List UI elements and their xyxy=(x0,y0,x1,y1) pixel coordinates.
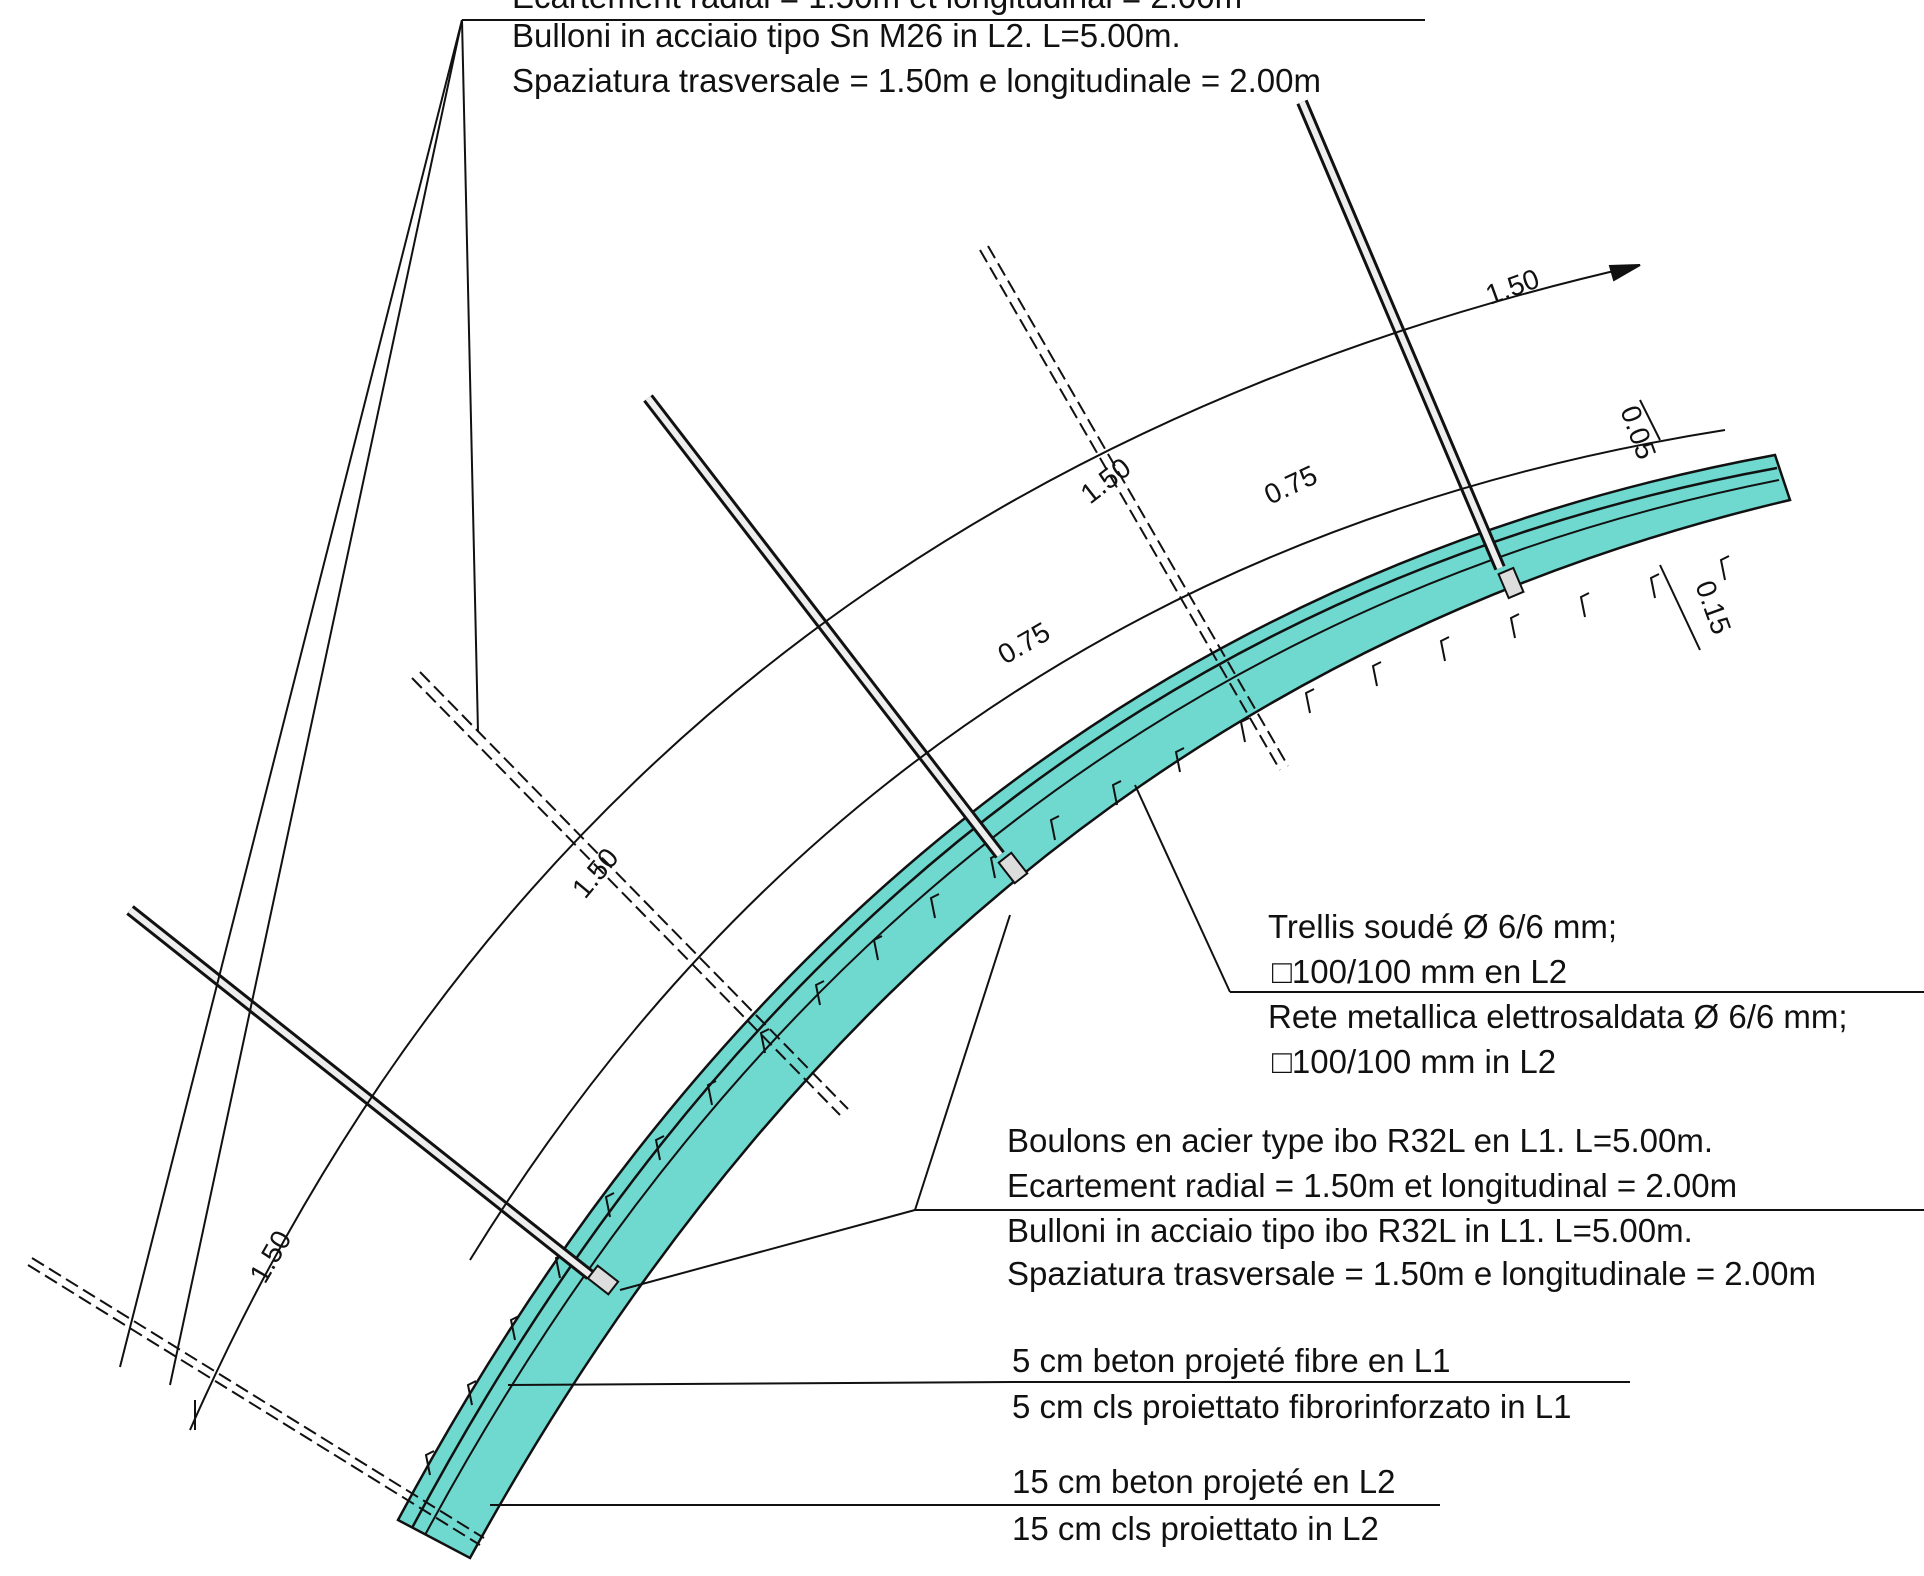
bolt-l2-1 xyxy=(27,1257,485,1546)
note-top-line3: Spaziatura trasversale = 1.50m e longitu… xyxy=(512,62,1321,99)
note-boulons-it-2: Spaziatura trasversale = 1.50m e longitu… xyxy=(1007,1255,1816,1292)
dim-150-mid: 1.50 xyxy=(1075,452,1137,510)
bolt-l2-3 xyxy=(979,245,1289,771)
dim-150-lower: 1.50 xyxy=(243,1225,297,1288)
arc-outer xyxy=(189,264,1641,1431)
note-top-cut: Ecartement radial = 1.50m et longitudina… xyxy=(512,0,1242,15)
lining-interface-line xyxy=(410,466,1778,1529)
bolt-l2-2 xyxy=(411,671,849,1116)
l1-bolts xyxy=(126,99,1525,1296)
dim-015: 0.15 xyxy=(1689,576,1737,638)
bolt-l1-3 xyxy=(1296,99,1525,600)
note-l1-it: 5 cm cls proiettato fibrorinforzato in L… xyxy=(1012,1388,1571,1425)
note-boulons-fr-1: Boulons en acier type ibo R32L en L1. L=… xyxy=(1007,1122,1713,1159)
dimension-arcs xyxy=(189,264,1726,1431)
note-l2-it: 15 cm cls proiettato in L2 xyxy=(1012,1510,1379,1547)
mesh-hooks xyxy=(424,555,1730,1476)
note-trellis-fr-2: □100/100 mm en L2 xyxy=(1272,953,1567,990)
bolt-l1-2 xyxy=(643,394,1029,885)
arc-inner xyxy=(469,429,1726,1261)
dim-150-outer: 1.50 xyxy=(1481,263,1543,311)
dim-075-a: 0.75 xyxy=(1259,459,1321,510)
note-trellis-it-2: □100/100 mm in L2 xyxy=(1272,1043,1556,1080)
dim-005: 0.05 xyxy=(1614,401,1662,463)
note-l2-fr: 15 cm beton projeté en L2 xyxy=(1012,1463,1395,1500)
shotcrete-lining-band xyxy=(396,453,1792,1560)
note-trellis-it-1: Rete metallica elettrosaldata Ø 6/6 mm; xyxy=(1268,998,1848,1035)
leader-lines xyxy=(119,19,1924,1506)
note-top-line2: Bulloni in acciaio tipo Sn M26 in L2. L=… xyxy=(512,17,1181,54)
note-boulons-fr-2: Ecartement radial = 1.50m et longitudina… xyxy=(1007,1167,1737,1204)
note-trellis-fr-1: Trellis soudé Ø 6/6 mm; xyxy=(1268,908,1617,945)
wire-mesh-line xyxy=(424,479,1780,1536)
dim-075-b: 0.75 xyxy=(993,616,1056,670)
note-boulons-it-1: Bulloni in acciaio tipo ibo R32L in L1. … xyxy=(1007,1212,1693,1249)
l2-bolts xyxy=(27,245,1289,1546)
note-l1-fr: 5 cm beton projeté fibre en L1 xyxy=(1012,1342,1450,1379)
bolt-l1-1 xyxy=(126,905,620,1296)
